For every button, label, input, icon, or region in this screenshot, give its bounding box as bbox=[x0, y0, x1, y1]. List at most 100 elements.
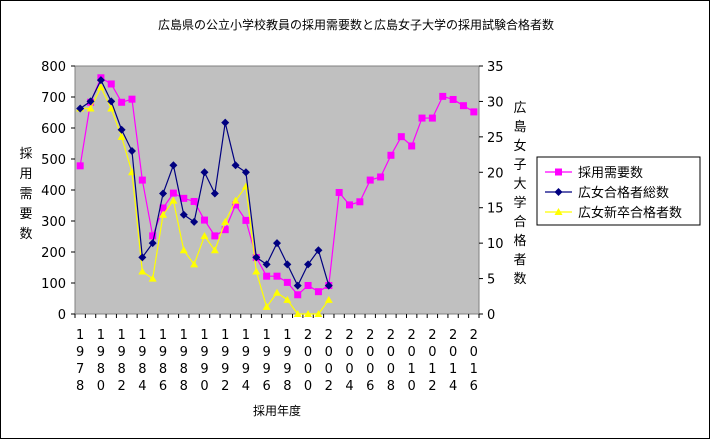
data-point bbox=[200, 232, 209, 240]
data-point bbox=[273, 239, 281, 248]
data-point bbox=[200, 168, 209, 177]
data-point bbox=[470, 108, 478, 116]
data-point bbox=[138, 253, 147, 262]
data-point bbox=[210, 189, 219, 198]
data-point bbox=[324, 281, 333, 290]
data-point bbox=[232, 201, 240, 209]
legend-item: 広女新卒合格者数 bbox=[545, 205, 682, 221]
data-point bbox=[210, 246, 219, 254]
legend-item: 広女合格者総数 bbox=[545, 185, 669, 201]
data-point bbox=[418, 114, 426, 122]
y2-tick-label: 15 bbox=[487, 202, 504, 217]
data-point bbox=[190, 260, 199, 268]
data-point bbox=[449, 95, 457, 103]
y-tick-label: 700 bbox=[41, 91, 66, 106]
data-point bbox=[263, 272, 271, 280]
data-point bbox=[190, 197, 198, 205]
x-axis-label: 採用年度 bbox=[253, 403, 301, 418]
data-point bbox=[159, 189, 168, 198]
data-point bbox=[241, 168, 250, 177]
data-point bbox=[377, 173, 385, 181]
data-point bbox=[169, 161, 178, 170]
data-point bbox=[252, 253, 261, 262]
data-point bbox=[149, 232, 157, 240]
data-point bbox=[304, 310, 313, 317]
data-point bbox=[555, 168, 562, 176]
legend-label: 広女合格者総数 bbox=[578, 185, 669, 201]
data-point bbox=[118, 98, 126, 106]
data-point bbox=[86, 97, 95, 106]
y-tick-label: 600 bbox=[41, 122, 66, 137]
y-axis-label-text: 採用需要数 bbox=[19, 147, 32, 242]
y-tick-label: 0 bbox=[58, 308, 66, 323]
data-point bbox=[179, 210, 188, 219]
y-tick-label: 100 bbox=[41, 277, 66, 292]
data-point bbox=[356, 198, 364, 206]
data-point bbox=[428, 114, 436, 122]
y2-tick-label: 30 bbox=[487, 95, 504, 110]
data-point bbox=[200, 216, 208, 224]
data-point bbox=[554, 188, 563, 196]
data-point bbox=[262, 302, 271, 310]
data-point bbox=[96, 76, 105, 85]
y2-tick-label: 5 bbox=[487, 273, 495, 288]
data-point bbox=[107, 97, 116, 106]
data-point bbox=[159, 210, 168, 218]
data-point bbox=[117, 132, 126, 140]
data-point bbox=[293, 310, 302, 317]
data-point bbox=[554, 208, 563, 215]
legend-box bbox=[536, 156, 701, 226]
data-point bbox=[86, 104, 95, 112]
data-point bbox=[221, 226, 229, 234]
data-point bbox=[221, 217, 230, 225]
data-point bbox=[169, 196, 178, 204]
y2-tick-label: 35 bbox=[487, 60, 504, 75]
data-point bbox=[76, 104, 85, 113]
data-point bbox=[231, 196, 240, 204]
data-point bbox=[294, 291, 302, 299]
data-point bbox=[262, 260, 271, 269]
data-point bbox=[107, 80, 115, 88]
y-tick-label: 400 bbox=[41, 184, 66, 199]
data-point bbox=[231, 161, 240, 170]
data-point bbox=[221, 118, 230, 127]
y-tick-label: 300 bbox=[41, 215, 66, 230]
data-point bbox=[128, 95, 136, 103]
data-point bbox=[314, 246, 323, 255]
data-point bbox=[252, 267, 261, 275]
data-point bbox=[180, 194, 188, 202]
data-point bbox=[304, 260, 313, 269]
legend-item: 採用需要数 bbox=[545, 166, 643, 181]
data-point bbox=[169, 189, 177, 197]
data-point bbox=[304, 281, 312, 289]
y2-tick-label: 20 bbox=[487, 166, 504, 181]
data-point bbox=[346, 201, 354, 209]
data-point bbox=[283, 260, 292, 269]
data-point bbox=[366, 176, 374, 184]
data-point bbox=[117, 125, 126, 134]
data-point bbox=[335, 188, 343, 196]
y-tick-label: 800 bbox=[41, 60, 66, 75]
y-tick-label: 200 bbox=[41, 246, 66, 261]
data-point bbox=[283, 295, 292, 303]
data-point bbox=[273, 272, 281, 280]
y2-axis-label: 広島女子大学合格者数 bbox=[513, 101, 526, 287]
data-point bbox=[76, 162, 84, 170]
data-point bbox=[242, 216, 250, 224]
series-2 bbox=[76, 83, 333, 317]
legend-label: 採用需要数 bbox=[578, 166, 643, 181]
y2-tick-label: 0 bbox=[487, 308, 495, 323]
data-point bbox=[314, 288, 322, 296]
data-point bbox=[293, 281, 302, 290]
